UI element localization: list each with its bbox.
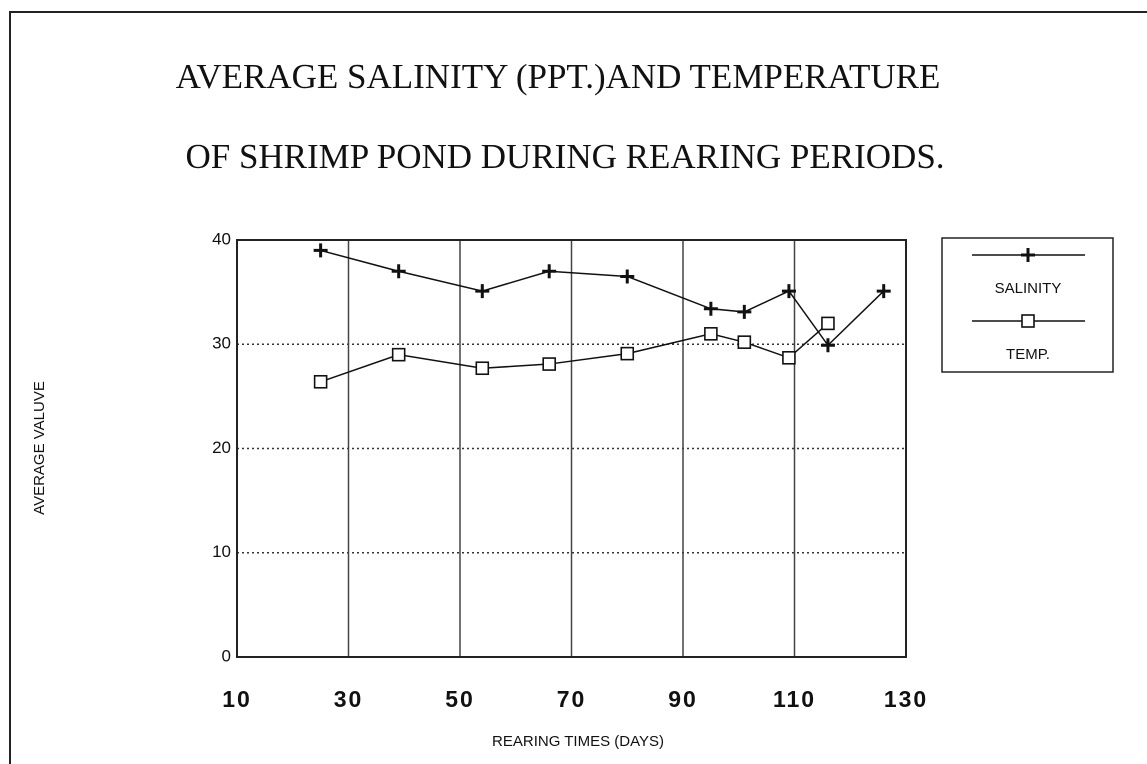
legend-marker bbox=[1021, 248, 1035, 262]
data-point bbox=[737, 335, 752, 349]
data-point bbox=[475, 284, 490, 299]
y-tick-label: 20 bbox=[212, 438, 231, 457]
data-point bbox=[313, 374, 328, 389]
y-axis-label: AVERAGE VALUVE bbox=[31, 381, 48, 515]
data-point bbox=[876, 284, 891, 299]
data-point bbox=[313, 243, 328, 258]
data-point bbox=[737, 304, 752, 319]
x-tick-label: 70 bbox=[557, 686, 587, 712]
data-point bbox=[704, 327, 718, 341]
data-point bbox=[821, 316, 835, 331]
x-tick-label: 50 bbox=[445, 686, 475, 712]
legend-label: TEMP. bbox=[1006, 346, 1050, 363]
x-tick-label: 10 bbox=[222, 686, 252, 712]
y-tick-label: 40 bbox=[212, 229, 231, 248]
data-point bbox=[391, 264, 406, 279]
x-tick-label: 110 bbox=[773, 686, 816, 712]
legend-label: SALINITY bbox=[995, 280, 1062, 297]
chart-title: OF SHRIMP POND DURING REARING PERIODS. bbox=[185, 137, 944, 176]
x-tick-label: 30 bbox=[334, 686, 364, 712]
data-point bbox=[781, 284, 796, 299]
data-point bbox=[391, 347, 406, 362]
data-point bbox=[475, 361, 490, 376]
data-point bbox=[782, 351, 796, 365]
legend-box bbox=[941, 237, 1114, 373]
x-tick-label: 130 bbox=[884, 686, 928, 712]
data-point bbox=[620, 269, 635, 284]
data-point bbox=[620, 346, 635, 361]
series-line bbox=[320, 249, 885, 347]
x-tick-label: 90 bbox=[668, 686, 698, 712]
x-axis-label: REARING TIMES (DAYS) bbox=[492, 733, 664, 750]
data-point bbox=[703, 301, 718, 316]
legend-marker bbox=[1021, 314, 1035, 328]
plot-frame bbox=[236, 239, 907, 658]
chart-title: AVERAGE SALINITY (PPT.)AND TEMPERATURE bbox=[176, 57, 941, 96]
data-point bbox=[542, 264, 557, 279]
data-point bbox=[820, 338, 835, 353]
y-tick-label: 10 bbox=[212, 542, 231, 561]
y-tick-label: 0 bbox=[222, 646, 231, 665]
y-tick-label: 30 bbox=[212, 334, 231, 353]
page-frame bbox=[9, 11, 1147, 764]
data-point bbox=[542, 357, 557, 371]
